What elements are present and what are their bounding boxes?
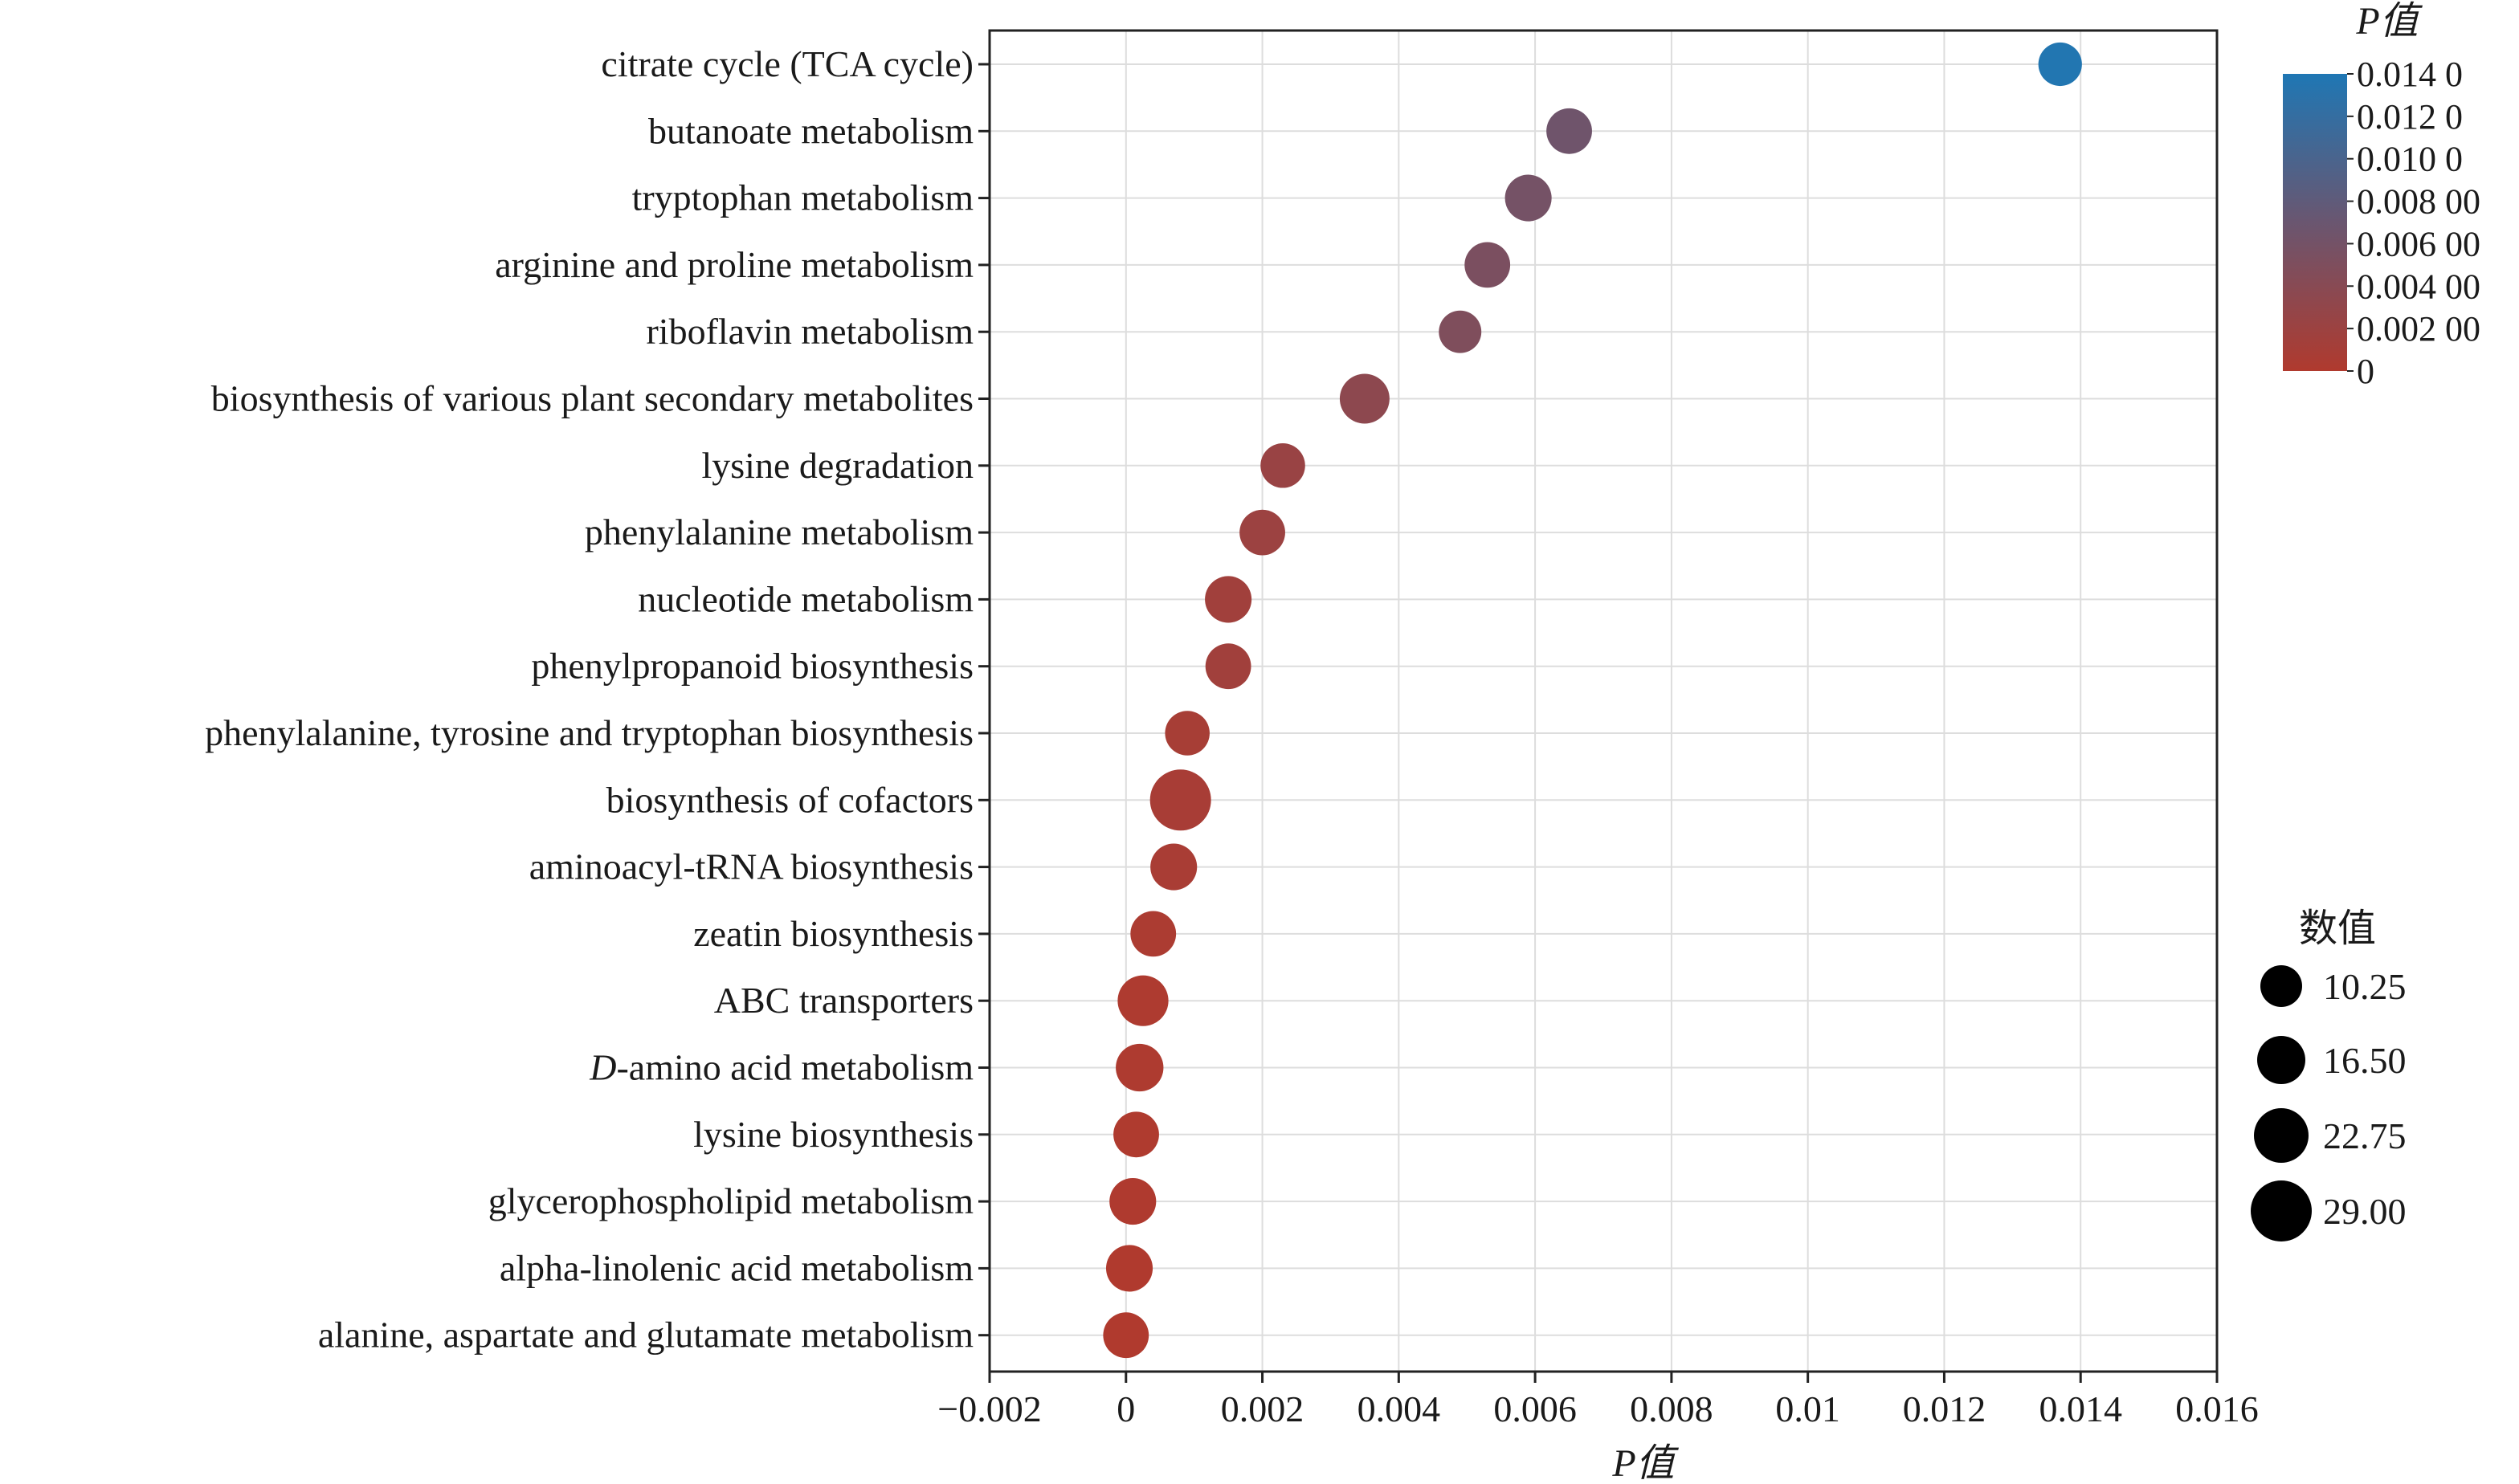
data-point [1149,769,1211,831]
x-tick-label: 0 [1117,1388,1135,1429]
size-legend-label: 22.75 [2323,1115,2407,1156]
data-point [1439,310,1482,353]
size-legend-items: 10.25 16.50 22.75 29.00 [2251,965,2407,1241]
data-point [1150,843,1198,891]
data-points [1103,42,2082,1359]
data-point [1117,975,1169,1026]
size-legend-label: 16.50 [2323,1040,2407,1081]
size-legend-label: 10.25 [2323,966,2407,1007]
color-legend-tick-label: 0.006 00 [2357,224,2480,263]
data-point [1260,443,1305,488]
y-tick-label: zeatin biosynthesis [693,913,974,954]
data-point [1239,509,1285,556]
x-tick-label: 0.004 [1357,1388,1441,1429]
size-legend-circle [2254,1108,2309,1163]
data-point [1113,1111,1159,1158]
y-tick-label: arginine and proline metabolism [495,244,974,285]
y-tick-label: phenylalanine, tyrosine and tryptophan b… [205,712,974,753]
y-tick-label: ABC transporters [714,980,974,1021]
x-tick-label: 0.006 [1493,1388,1577,1429]
size-legend-label: 29.00 [2323,1191,2407,1232]
data-point [1339,373,1390,424]
x-axis-title: P值 [1611,1442,1679,1484]
y-tick-label: citrate cycle (TCA cycle) [601,43,974,84]
size-legend-title: 数值 [2299,907,2376,950]
size-legend-circle [2257,1036,2305,1084]
y-tick-label: alanine, aspartate and glutamate metabol… [318,1315,974,1356]
x-axis-tick-labels: −0.002 0 0.002 0.004 0.006 0.008 0.01 0.012 0.01… [937,1388,2258,1429]
plot-background [990,31,2217,1372]
horizontal-gridlines [990,63,2217,1336]
y-tick-label: aminoacyl-tRNA biosynthesis [529,846,974,887]
color-legend-tick-label: 0.010 0 [2357,140,2463,179]
color-bar [2283,74,2347,371]
x-tick-label: −0.002 [937,1388,1041,1429]
y-tick-label: biosynthesis of various plant secondary … [211,378,974,419]
color-legend-tick-labels: 0.014 00.012 00.010 00.008 000.006 00 0.0… [2347,55,2480,391]
plot-area [988,29,2219,1373]
y-axis-ticks [978,63,990,1337]
data-point [1546,108,1592,154]
color-legend-tick-label: 0.008 00 [2357,182,2480,222]
size-legend-circle [2251,1180,2312,1241]
data-point [1103,1312,1149,1359]
y-tick-label: riboflavin metabolism [646,311,974,352]
x-tick-label: 0.016 [2175,1388,2259,1429]
x-tick-label: 0.014 [2039,1388,2122,1429]
color-legend-title: P值 [2355,0,2423,43]
y-tick-label: D-amino acid metabolism [589,1047,974,1088]
data-point [1130,911,1177,957]
y-axis-tick-labels: citrate cycle (TCA cycle) butanoate metab… [205,43,974,1356]
y-tick-label: lysine degradation [701,445,974,486]
y-tick-label: butanoate metabolism [648,110,974,151]
x-tick-label: 0.002 [1221,1388,1304,1429]
data-point [2038,42,2082,87]
x-tick-label: 0.012 [1903,1388,1986,1429]
x-axis-ticks [988,1372,2219,1383]
y-tick-label: nucleotide metabolism [638,578,974,619]
y-tick-label: lysine biosynthesis [693,1114,974,1155]
color-legend-tick-label: 0 [2357,352,2374,391]
y-tick-label: phenylpropanoid biosynthesis [531,646,974,687]
color-legend-tick-label: 0.002 00 [2357,309,2480,349]
y-tick-label: phenylalanine metabolism [585,512,974,552]
plot-border [988,29,2219,1373]
x-tick-label: 0.01 [1775,1388,1840,1429]
y-tick-label: biosynthesis of cofactors [606,779,974,820]
size-legend: 数值 10.25 16.50 22.75 29.00 [2251,907,2407,1241]
y-tick-label: glycerophospholipid metabolism [488,1180,974,1221]
color-legend: P值 0.014 00.012 00.010 00.008 000.006 00… [2283,0,2480,391]
data-point [1109,1178,1157,1225]
data-point [1116,1043,1164,1092]
y-tick-label: tryptophan metabolism [632,177,974,218]
color-legend-tick-label: 0.004 00 [2357,267,2480,306]
color-legend-tick-label: 0.012 0 [2357,97,2463,137]
data-point [1105,1245,1153,1292]
y-tick-label: alpha-linolenic acid metabolism [500,1247,974,1288]
data-point [1205,643,1251,690]
data-point [1504,174,1552,222]
data-point [1165,711,1210,756]
data-point [1205,576,1252,623]
color-legend-tick-label: 0.014 0 [2357,55,2463,94]
size-legend-circle [2260,965,2302,1007]
x-tick-label: 0.008 [1630,1388,1713,1429]
data-point [1464,242,1511,288]
